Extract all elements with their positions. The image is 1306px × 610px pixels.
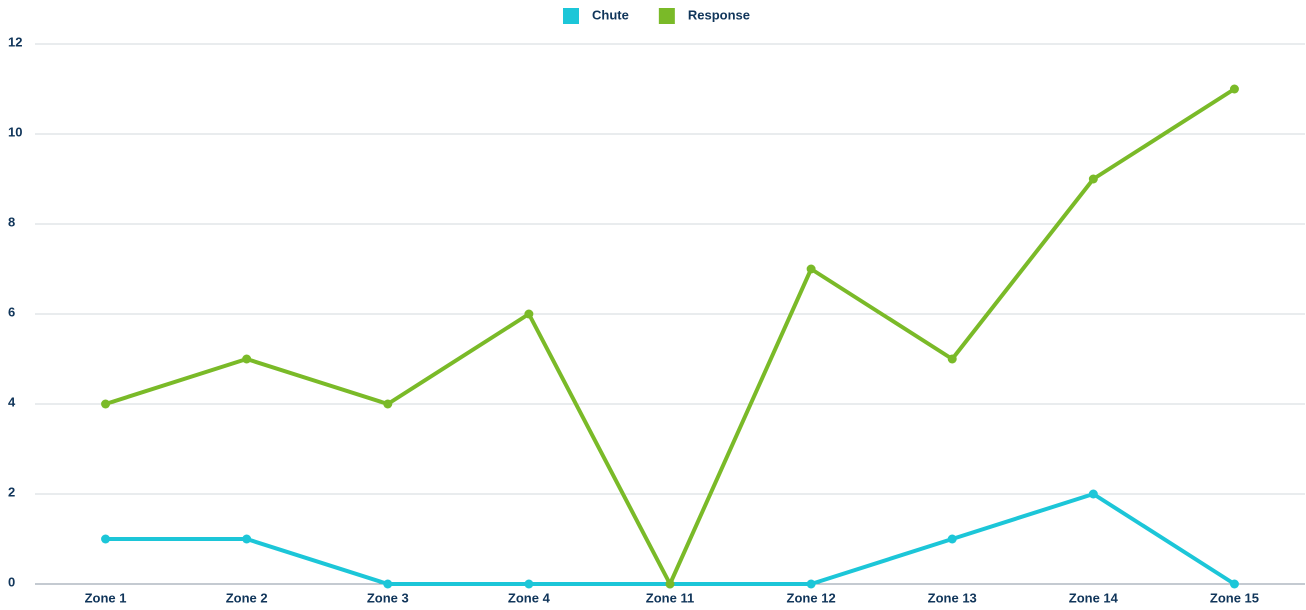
y-tick-label: 10: [8, 124, 22, 139]
x-tick-label: Zone 2: [226, 590, 268, 605]
y-tick-label: 0: [8, 574, 15, 589]
point: [524, 579, 534, 589]
y-tick-label: 8: [8, 214, 15, 229]
legend-label: Chute: [592, 7, 629, 22]
x-tick-label: Zone 13: [928, 590, 977, 605]
legend-swatch: [563, 8, 579, 24]
series-line: [105, 492, 1236, 586]
point: [806, 264, 816, 274]
point: [665, 579, 675, 589]
point: [947, 534, 957, 544]
x-tick-label: Zone 1: [85, 590, 127, 605]
point: [947, 354, 957, 364]
y-tick-label: 2: [8, 484, 15, 499]
point: [1088, 489, 1098, 499]
point: [101, 534, 111, 544]
y-tick-label: 12: [8, 34, 22, 49]
y-tick-label: 4: [8, 394, 16, 409]
point: [806, 579, 816, 589]
point: [1229, 84, 1239, 94]
point: [1088, 174, 1098, 184]
point: [383, 399, 393, 409]
y-tick-label: 6: [8, 304, 15, 319]
point: [383, 579, 393, 589]
x-tick-label: Zone 14: [1069, 590, 1119, 605]
series-line: [104, 87, 1236, 586]
x-tick-label: Zone 3: [367, 590, 409, 605]
x-tick-label: Zone 15: [1210, 590, 1259, 605]
x-tick-label: Zone 4: [508, 590, 551, 605]
legend-swatch: [658, 8, 675, 24]
point: [242, 354, 252, 364]
legend-label: Response: [688, 7, 750, 22]
point: [1229, 579, 1239, 589]
point: [524, 309, 534, 319]
point: [242, 534, 252, 544]
point: [101, 399, 111, 409]
x-tick-label: Zone 11: [646, 590, 694, 605]
x-tick-label: Zone 12: [787, 590, 836, 605]
